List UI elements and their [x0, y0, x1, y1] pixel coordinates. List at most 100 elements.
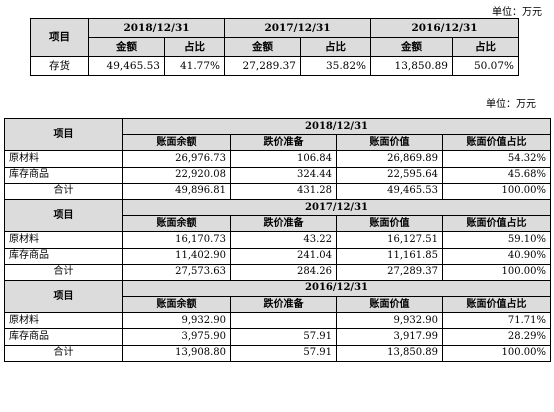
detail-cell: 27,289.37 — [336, 263, 443, 281]
detail-cell: 284.26 — [230, 263, 337, 281]
detail-data-row: 合计 49,896.81 431.28 49,465.53 100.00% — [4, 182, 552, 200]
detail-column-header: 账面价值 — [336, 215, 443, 233]
detail-row-label: 合计 — [4, 344, 123, 362]
summary-cell: 49,465.53 — [88, 56, 165, 76]
summary-cell: 41.77% — [164, 56, 225, 76]
detail-column-header: 跌价准备 — [230, 215, 337, 233]
unit-label-top: 单位：万元 — [492, 7, 542, 18]
summary-cell: 27,289.37 — [224, 56, 301, 76]
detail-item-header: 项目 — [4, 117, 123, 152]
detail-data-row: 原材料 9,932.90 9,932.90 71.71% — [4, 312, 552, 330]
inventory-detail-table: 项目 2018/12/31 账面余额 跌价准备 账面价值 账面价值占比 原材料 26,976.… — [4, 117, 552, 362]
amount-header: 金额 — [370, 37, 453, 57]
detail-date-header: 2016/12/31 — [121, 279, 552, 298]
detail-column-header: 账面价值占比 — [441, 296, 552, 314]
share-header: 占比 — [452, 37, 519, 57]
detail-cell: 43.22 — [230, 231, 337, 249]
detail-cell: 100.00% — [441, 344, 552, 362]
detail-cell: 3,975.90 — [122, 328, 231, 346]
detail-data-row: 库存商品 22,920.08 324.44 22,595.64 45.68% — [4, 166, 552, 184]
detail-cell: 13,908.80 — [122, 344, 231, 362]
detail-cell: 13,850.89 — [336, 344, 443, 362]
summary-date-header: 2016/12/31 — [370, 18, 519, 38]
summary-row-label: 存货 — [30, 56, 89, 76]
share-header: 占比 — [164, 37, 225, 57]
share-header: 占比 — [300, 37, 371, 57]
detail-column-header: 跌价准备 — [230, 296, 337, 314]
detail-cell: 59.10% — [441, 231, 552, 249]
detail-cell: 49,896.81 — [122, 182, 231, 200]
detail-column-header: 账面价值占比 — [441, 215, 552, 233]
detail-date-header: 2018/12/31 — [121, 117, 552, 136]
detail-column-header: 账面价值 — [336, 134, 443, 152]
detail-cell: 40.90% — [441, 247, 552, 265]
detail-column-header: 账面价值占比 — [441, 134, 552, 152]
detail-cell: 241.04 — [230, 247, 337, 265]
detail-cell: 16,127.51 — [336, 231, 443, 249]
detail-column-header-row: 账面余额 跌价准备 账面价值 账面价值占比 — [5, 296, 552, 314]
summary-data-row: 存货 49,465.53 41.77% 27,289.37 35.82% 13,… — [30, 56, 519, 76]
unit-label-detail: 单位：万元 — [486, 99, 536, 110]
detail-cell: 57.91 — [230, 344, 337, 362]
detail-cell: 9,932.90 — [336, 312, 443, 330]
detail-row-label: 合计 — [4, 263, 123, 281]
detail-data-row: 合计 27,573.63 284.26 27,289.37 100.00% — [4, 263, 552, 281]
detail-cell — [230, 312, 337, 330]
detail-row-label: 库存商品 — [4, 247, 123, 265]
detail-column-header: 跌价准备 — [230, 134, 337, 152]
detail-cell: 57.91 — [230, 328, 337, 346]
detail-cell: 26,869.89 — [336, 150, 443, 168]
detail-cell: 22,920.08 — [122, 166, 231, 184]
detail-column-header-row: 账面余额 跌价准备 账面价值 账面价值占比 — [5, 215, 552, 233]
summary-header-row: 项目 2018/12/31 2017/12/31 2016/12/31 — [30, 18, 519, 57]
detail-row-label: 原材料 — [4, 231, 123, 249]
summary-item-header: 项目 — [30, 18, 89, 57]
summary-date-header: 2018/12/31 — [88, 18, 225, 38]
detail-cell: 27,573.63 — [122, 263, 231, 281]
detail-column-header: 账面价值 — [336, 296, 443, 314]
detail-cell: 45.68% — [441, 166, 552, 184]
detail-data-row: 原材料 16,170.73 43.22 16,127.51 59.10% — [4, 231, 552, 249]
detail-cell: 54.32% — [441, 150, 552, 168]
detail-cell: 16,170.73 — [122, 231, 231, 249]
detail-cell: 324.44 — [230, 166, 337, 184]
detail-date-row: 项目 2016/12/31 — [4, 279, 552, 314]
detail-data-row: 原材料 26,976.73 106.84 26,869.89 54.32% — [4, 150, 552, 168]
detail-data-row: 合计 13,908.80 57.91 13,850.89 100.00% — [4, 344, 552, 362]
detail-cell: 71.71% — [441, 312, 552, 330]
detail-date-row: 项目 2017/12/31 — [4, 198, 552, 233]
summary-cell: 35.82% — [300, 56, 371, 76]
detail-cell: 9,932.90 — [122, 312, 231, 330]
detail-cell: 11,402.90 — [122, 247, 231, 265]
detail-cell: 100.00% — [441, 263, 552, 281]
detail-row-label: 原材料 — [4, 312, 123, 330]
detail-date-header: 2017/12/31 — [121, 198, 552, 217]
amount-header: 金额 — [88, 37, 165, 57]
detail-row-label: 原材料 — [4, 150, 123, 168]
detail-data-row: 库存商品 3,975.90 57.91 3,917.99 28.29% — [4, 328, 552, 346]
summary-date-header: 2017/12/31 — [224, 18, 371, 38]
detail-column-header: 账面余额 — [122, 215, 231, 233]
detail-cell: 28.29% — [441, 328, 552, 346]
detail-cell: 100.00% — [441, 182, 552, 200]
inventory-summary-table: 项目 2018/12/31 2017/12/31 2016/12/31 金额 占… — [30, 18, 519, 76]
detail-cell: 106.84 — [230, 150, 337, 168]
detail-column-header: 账面余额 — [122, 134, 231, 152]
detail-data-row: 库存商品 11,402.90 241.04 11,161.85 40.90% — [4, 247, 552, 265]
detail-cell: 11,161.85 — [336, 247, 443, 265]
detail-cell: 26,976.73 — [122, 150, 231, 168]
detail-cell: 22,595.64 — [336, 166, 443, 184]
detail-item-header: 项目 — [4, 279, 123, 314]
summary-cell: 13,850.89 — [370, 56, 453, 76]
summary-subheader-row: 金额 占比 金额 占比 金额 占比 — [31, 37, 519, 57]
detail-cell: 3,917.99 — [336, 328, 443, 346]
detail-row-label: 库存商品 — [4, 166, 123, 184]
detail-item-header: 项目 — [4, 198, 123, 233]
detail-date-row: 项目 2018/12/31 — [4, 117, 552, 152]
summary-cell: 50.07% — [452, 56, 519, 76]
detail-row-label: 库存商品 — [4, 328, 123, 346]
amount-header: 金额 — [224, 37, 301, 57]
detail-cell: 49,465.53 — [336, 182, 443, 200]
detail-row-label: 合计 — [4, 182, 123, 200]
detail-column-header: 账面余额 — [122, 296, 231, 314]
